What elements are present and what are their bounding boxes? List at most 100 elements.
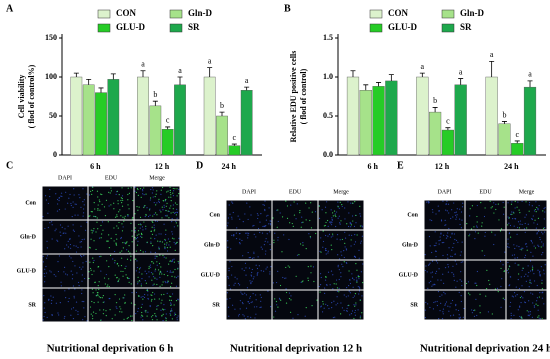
nucleus-dot <box>146 273 148 275</box>
nucleus-dot <box>67 246 70 248</box>
nucleus-dot <box>474 231 477 233</box>
nucleus-dot <box>78 235 80 237</box>
nucleus-dot <box>438 243 440 245</box>
nucleus-dot <box>259 231 261 234</box>
edu-dot <box>341 238 343 241</box>
nucleus-dot <box>429 262 431 264</box>
nucleus-dot <box>253 233 255 235</box>
nucleus-dot <box>259 306 261 309</box>
edu-dot <box>103 277 106 279</box>
nucleus-dot <box>509 224 512 227</box>
nucleus-dot <box>67 240 69 242</box>
edu-dot <box>169 189 172 191</box>
edu-dot <box>518 227 521 229</box>
nucleus-dot <box>243 269 245 272</box>
nucleus-dot <box>150 251 152 253</box>
nucleus-dot <box>428 263 430 265</box>
column-label: DAPI <box>58 175 72 181</box>
nucleus-dot <box>440 302 442 304</box>
nucleus-dot <box>453 202 455 204</box>
nucleus-dot <box>353 295 356 297</box>
nucleus-dot <box>136 266 139 269</box>
nucleus-dot <box>361 225 363 227</box>
nucleus-dot <box>511 201 513 203</box>
nucleus-dot <box>424 269 426 272</box>
edu-dot <box>171 318 173 320</box>
nucleus-dot <box>162 320 164 322</box>
nucleus-dot <box>436 304 439 307</box>
nucleus-dot <box>55 228 57 230</box>
nucleus-dot <box>173 226 175 228</box>
edu-dot <box>143 187 145 189</box>
nucleus-dot <box>345 296 347 298</box>
row-label: GLU-D <box>17 268 37 274</box>
nucleus-dot <box>255 264 257 266</box>
nucleus-dot <box>269 248 271 251</box>
edu-dot <box>332 212 334 214</box>
nucleus-dot <box>511 295 513 297</box>
edu-dot <box>352 220 354 222</box>
edu-dot <box>131 241 133 243</box>
edu-dot <box>138 268 141 270</box>
nucleus-dot <box>528 204 530 206</box>
nucleus-dot <box>517 278 519 281</box>
edu-dot <box>116 225 118 227</box>
edu-dot <box>273 239 275 241</box>
edu-dot <box>121 187 123 189</box>
edu-dot <box>322 303 324 305</box>
edu-dot <box>299 210 301 212</box>
column-label: EDU <box>479 189 492 195</box>
nucleus-dot <box>516 245 518 247</box>
error-bar <box>388 74 394 81</box>
nucleus-dot <box>126 249 128 251</box>
edu-dot <box>156 261 158 263</box>
nucleus-dot <box>78 194 80 196</box>
nucleus-dot <box>165 244 168 246</box>
nucleus-dot <box>350 245 352 247</box>
edu-dot <box>116 215 118 218</box>
edu-dot <box>356 281 358 283</box>
nucleus-dot <box>518 287 521 290</box>
nucleus-dot <box>58 197 60 199</box>
edu-dot <box>122 216 124 218</box>
nucleus-dot <box>73 297 75 299</box>
bar <box>216 115 228 156</box>
nucleus-dot <box>301 216 303 218</box>
edu-dot <box>162 309 165 311</box>
nucleus-dot <box>67 225 69 227</box>
nucleus-dot <box>144 251 147 253</box>
nucleus-dot <box>76 272 78 274</box>
nucleus-dot <box>248 302 250 305</box>
edu-dot <box>97 266 100 268</box>
nucleus-dot <box>228 315 230 317</box>
nucleus-dot <box>324 206 327 208</box>
edu-dot <box>479 305 481 307</box>
nucleus-dot <box>247 218 249 221</box>
edu-dot <box>170 260 172 262</box>
bar <box>441 129 454 156</box>
edu-dot <box>280 299 282 301</box>
edu-dot <box>293 201 295 203</box>
edu-dot <box>348 270 350 272</box>
nucleus-dot <box>169 271 171 273</box>
nucleus-dot <box>340 251 342 253</box>
edu-dot <box>138 233 140 235</box>
bar <box>203 76 216 156</box>
nucleus-dot <box>67 300 69 303</box>
edu-dot <box>338 291 340 293</box>
edu-dot <box>97 196 99 198</box>
edu-dot <box>138 223 140 226</box>
nucleus-dot <box>332 316 335 319</box>
nucleus-dot <box>301 222 303 224</box>
nucleus-dot <box>445 209 447 211</box>
nucleus-dot <box>447 271 450 273</box>
edu-dot <box>160 189 162 191</box>
edu-dot <box>358 275 360 278</box>
legend-swatch <box>369 23 383 33</box>
nucleus-dot <box>532 255 534 257</box>
nucleus-dot <box>264 208 266 211</box>
nucleus-dot <box>471 312 474 314</box>
nucleus-dot <box>515 286 517 288</box>
nucleus-dot <box>232 202 234 204</box>
error-bar <box>527 80 533 88</box>
